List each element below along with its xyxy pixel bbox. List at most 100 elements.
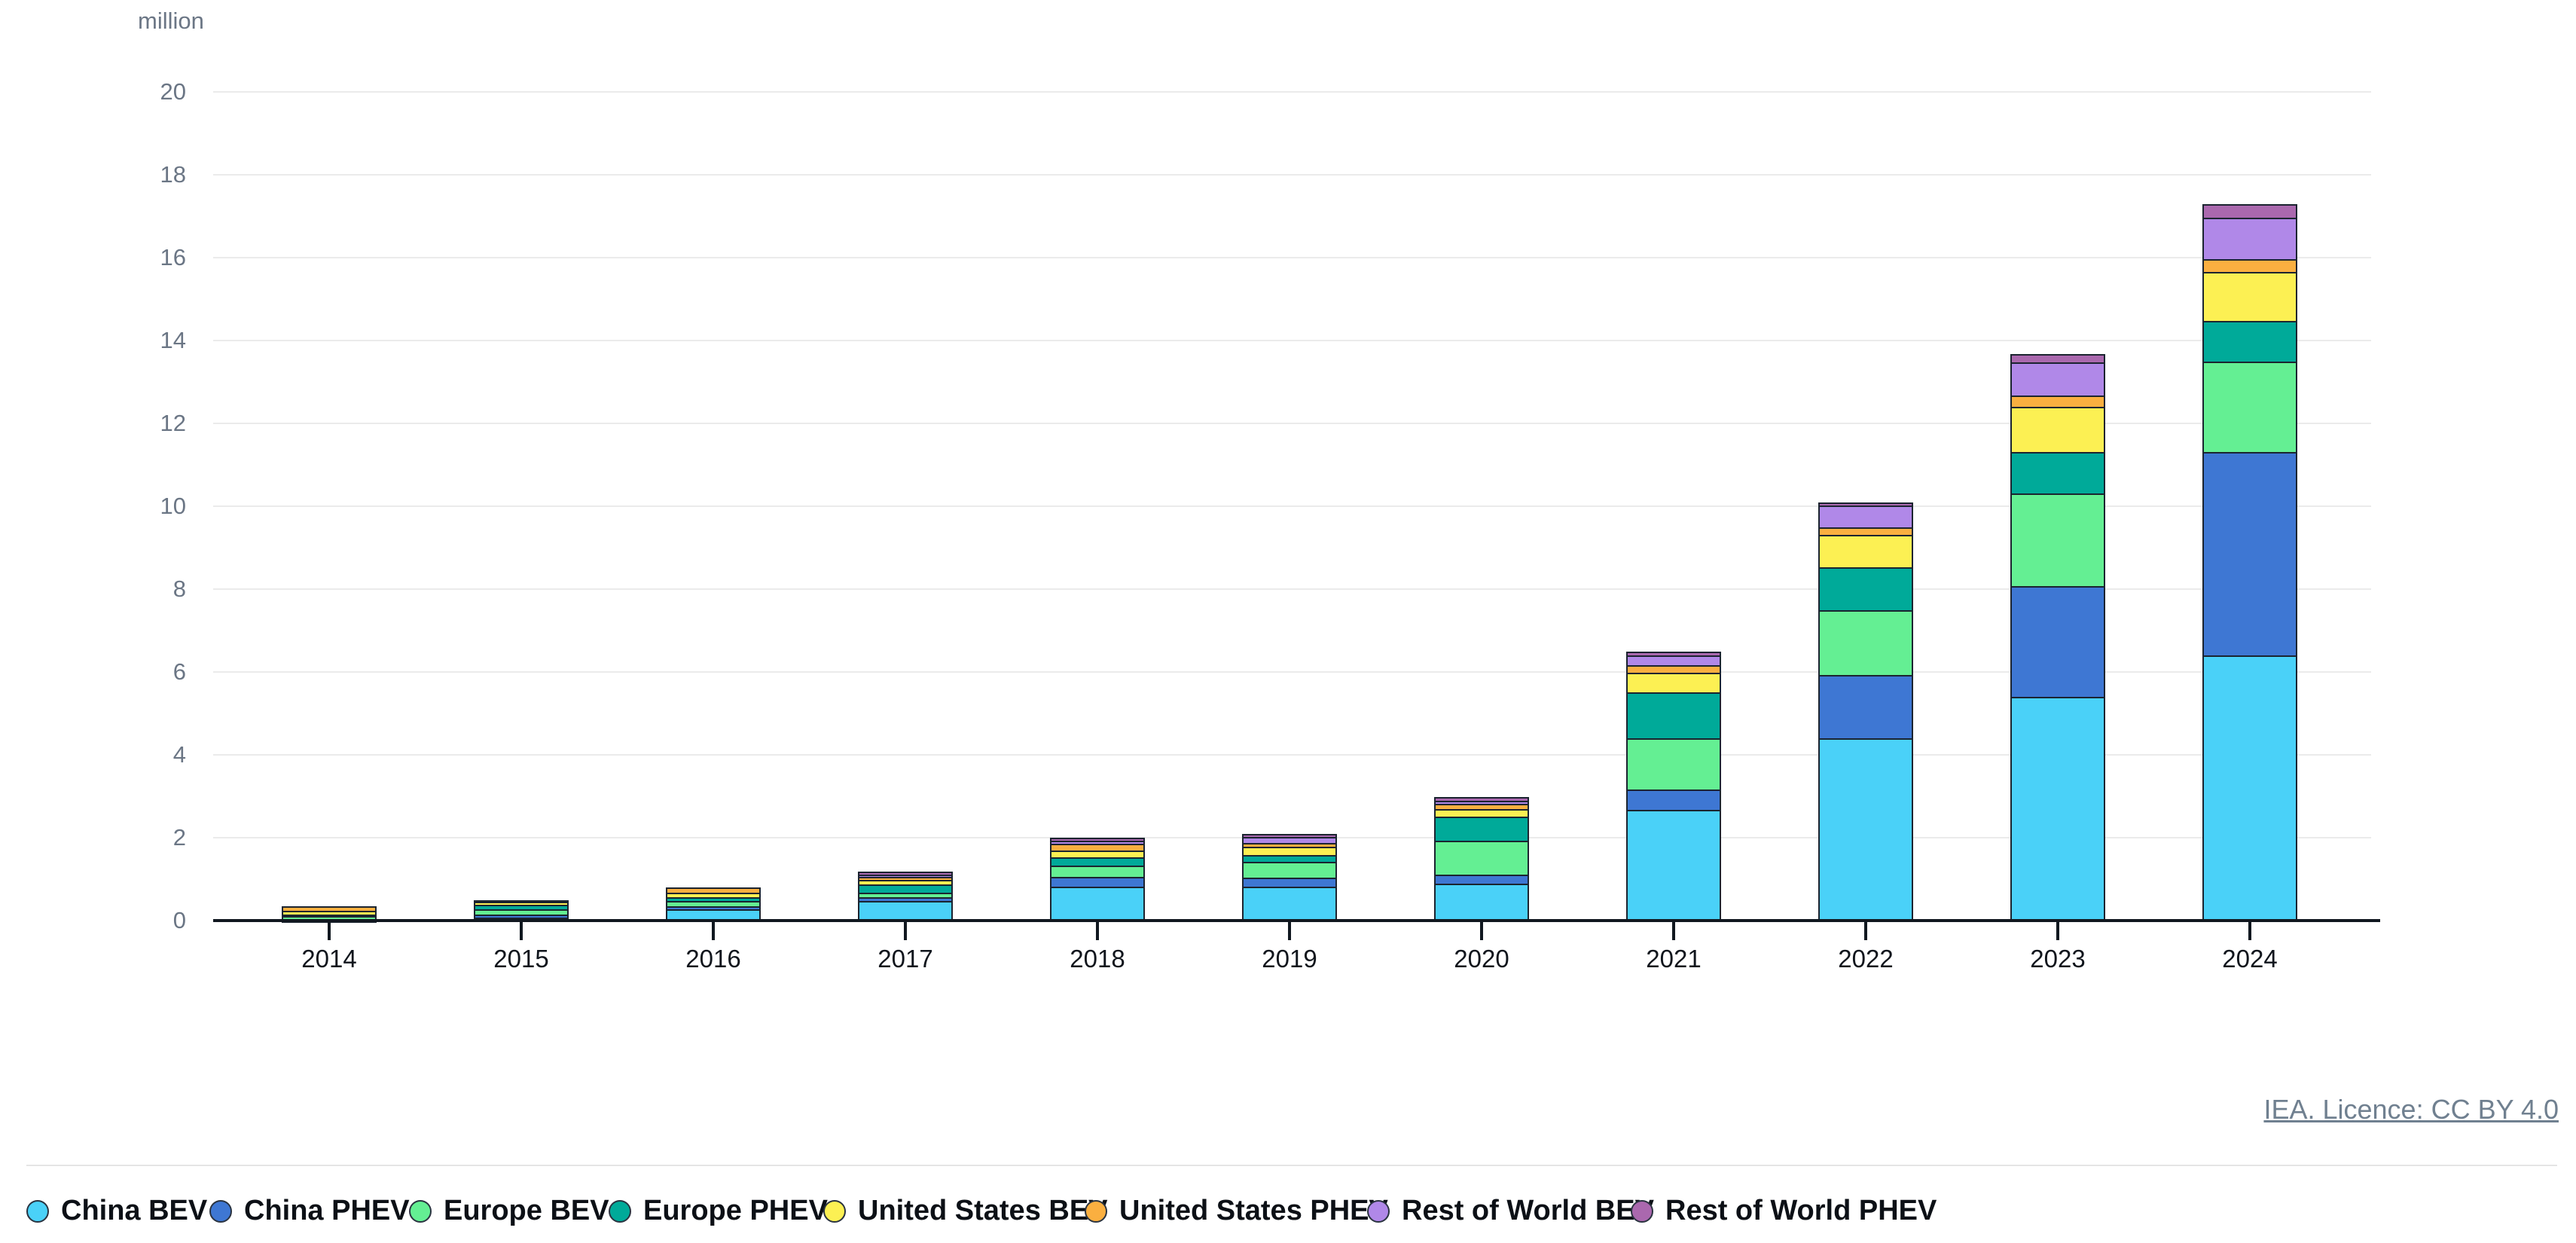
bar-2019-united-states-phev[interactable]	[1242, 843, 1337, 847]
bar-2016	[666, 887, 761, 921]
legend-item-europe-bev[interactable]: Europe BEV	[409, 1195, 609, 1227]
attribution-link[interactable]: IEA. Licence: CC BY 4.0	[2263, 1094, 2559, 1125]
bar-2014-europe-bev[interactable]	[282, 916, 377, 921]
bar-2022-rest-of-world-bev[interactable]	[1818, 505, 1913, 528]
bar-2018-europe-bev[interactable]	[1050, 866, 1145, 877]
bar-2023-united-states-bev[interactable]	[2010, 406, 2105, 452]
bar-2024-rest-of-world-phev[interactable]	[2202, 204, 2297, 218]
bar-2019-europe-phev[interactable]	[1242, 855, 1337, 862]
bar-2024-china-phev[interactable]	[2202, 452, 2297, 655]
bar-2015-united-states-bev[interactable]	[474, 901, 569, 906]
bar-2021-china-bev[interactable]	[1626, 810, 1721, 921]
bar-2016-united-states-bev[interactable]	[666, 893, 761, 898]
bar-2023-europe-phev[interactable]	[2010, 451, 2105, 493]
bar-2021-rest-of-world-bev[interactable]	[1626, 655, 1721, 666]
bar-2017-china-phev[interactable]	[858, 897, 953, 901]
legend-item-rest-of-world-phev[interactable]: Rest of World PHEV	[1631, 1195, 1937, 1227]
bar-2018-europe-phev[interactable]	[1050, 857, 1145, 866]
bar-2022-europe-phev[interactable]	[1818, 567, 1913, 610]
bar-2015-europe-bev[interactable]	[474, 909, 569, 915]
bar-2016-united-states-phev[interactable]	[666, 887, 761, 893]
legend-item-united-states-bev[interactable]: United States BEV	[823, 1195, 1108, 1227]
bar-2024-china-bev[interactable]	[2202, 655, 2297, 921]
bar-2015-china-phev[interactable]	[474, 915, 569, 918]
x-axis-line	[213, 919, 2380, 922]
legend-item-europe-phev[interactable]: Europe PHEV	[609, 1195, 828, 1227]
bar-2019-china-phev[interactable]	[1242, 878, 1337, 887]
bar-2016-china-phev[interactable]	[666, 906, 761, 909]
bar-2024-rest-of-world-bev[interactable]	[2202, 218, 2297, 260]
bar-2017-united-states-phev[interactable]	[858, 876, 953, 881]
bar-2021-united-states-bev[interactable]	[1626, 673, 1721, 693]
bar-2020-rest-of-world-bev[interactable]	[1434, 801, 1529, 805]
bar-2021-united-states-phev[interactable]	[1626, 665, 1721, 673]
bar-2023-united-states-phev[interactable]	[2010, 396, 2105, 407]
bar-2023-rest-of-world-phev[interactable]	[2010, 353, 2105, 363]
bar-2014-united-states-phev[interactable]	[282, 906, 377, 911]
bar-2018-china-phev[interactable]	[1050, 876, 1145, 887]
bar-2018-china-bev[interactable]	[1050, 886, 1145, 921]
bar-2017-europe-bev[interactable]	[858, 893, 953, 898]
bar-2015-united-states-phev[interactable]	[474, 899, 569, 902]
legend-item-china-bev[interactable]: China BEV	[26, 1195, 207, 1227]
bar-2024-united-states-phev[interactable]	[2202, 259, 2297, 272]
bar-2014-united-states-bev[interactable]	[282, 910, 377, 915]
bar-2019-europe-bev[interactable]	[1242, 861, 1337, 878]
bar-2019-china-bev[interactable]	[1242, 886, 1337, 921]
bar-2023-china-bev[interactable]	[2010, 696, 2105, 921]
x-axis-label-2022: 2022	[1838, 945, 1894, 973]
bar-2017-europe-phev[interactable]	[858, 884, 953, 893]
bar-2023-rest-of-world-bev[interactable]	[2010, 362, 2105, 396]
bar-2019-united-states-bev[interactable]	[1242, 846, 1337, 856]
bar-2024-united-states-bev[interactable]	[2202, 271, 2297, 322]
bar-2020-china-bev[interactable]	[1434, 884, 1529, 921]
bar-2022-china-bev[interactable]	[1818, 738, 1913, 921]
bar-2020-europe-bev[interactable]	[1434, 840, 1529, 875]
bar-2020-china-phev[interactable]	[1434, 874, 1529, 884]
bar-2021-europe-phev[interactable]	[1626, 692, 1721, 738]
bar-2020-united-states-phev[interactable]	[1434, 804, 1529, 810]
bar-2018-united-states-bev[interactable]	[1050, 851, 1145, 857]
y-axis-tick-label-2: 2	[172, 824, 186, 851]
bar-2019-rest-of-world-phev[interactable]	[1242, 834, 1337, 838]
bar-2015-europe-phev[interactable]	[474, 905, 569, 909]
bar-2017-china-bev[interactable]	[858, 900, 953, 921]
bar-2023-europe-bev[interactable]	[2010, 493, 2105, 587]
bar-2018-united-states-phev[interactable]	[1050, 844, 1145, 851]
bar-2018-rest-of-world-bev[interactable]	[1050, 841, 1145, 844]
bar-2021-china-phev[interactable]	[1626, 789, 1721, 811]
bar-2020-europe-phev[interactable]	[1434, 816, 1529, 841]
bar-2024-europe-phev[interactable]	[2202, 321, 2297, 362]
bar-2023-china-phev[interactable]	[2010, 586, 2105, 697]
legend-item-united-states-phev[interactable]: United States PHEV	[1085, 1195, 1388, 1227]
bar-2024-europe-bev[interactable]	[2202, 362, 2297, 453]
bar-2016-europe-bev[interactable]	[666, 901, 761, 907]
bar-2017-united-states-bev[interactable]	[858, 880, 953, 884]
legend-label-rest-of-world-bev: Rest of World BEV	[1402, 1195, 1654, 1226]
bar-2014-europe-phev[interactable]	[282, 915, 377, 917]
legend-label-united-states-phev: United States PHEV	[1119, 1195, 1388, 1226]
legend-dot-united-states-phev	[1085, 1199, 1107, 1223]
bar-2021-europe-bev[interactable]	[1626, 738, 1721, 789]
bar-2020-united-states-bev[interactable]	[1434, 809, 1529, 817]
x-axis-tick-2018	[1096, 922, 1099, 940]
x-axis-label-2021: 2021	[1646, 945, 1702, 973]
legend-item-rest-of-world-bev[interactable]: Rest of World BEV	[1367, 1195, 1654, 1227]
legend-separator-line	[26, 1165, 2557, 1166]
bar-2022-china-phev[interactable]	[1818, 675, 1913, 738]
bar-2018-rest-of-world-phev[interactable]	[1050, 838, 1145, 841]
bar-2016-europe-phev[interactable]	[666, 897, 761, 902]
legend-item-china-phev[interactable]: China PHEV	[209, 1195, 410, 1227]
bar-2020-rest-of-world-phev[interactable]	[1434, 796, 1529, 802]
bar-2017-rest-of-world-bev[interactable]	[858, 874, 953, 877]
bar-2022-united-states-phev[interactable]	[1818, 527, 1913, 536]
bar-2022-rest-of-world-phev[interactable]	[1818, 502, 1913, 506]
bar-2022-europe-bev[interactable]	[1818, 610, 1913, 676]
bar-2017-rest-of-world-phev[interactable]	[858, 872, 953, 875]
bar-2016-china-bev[interactable]	[666, 909, 761, 921]
bar-2022-united-states-bev[interactable]	[1818, 535, 1913, 568]
y-axis-tick-label-4: 4	[172, 741, 186, 768]
bar-2019-rest-of-world-bev[interactable]	[1242, 837, 1337, 844]
bar-2021-rest-of-world-phev[interactable]	[1626, 652, 1721, 655]
